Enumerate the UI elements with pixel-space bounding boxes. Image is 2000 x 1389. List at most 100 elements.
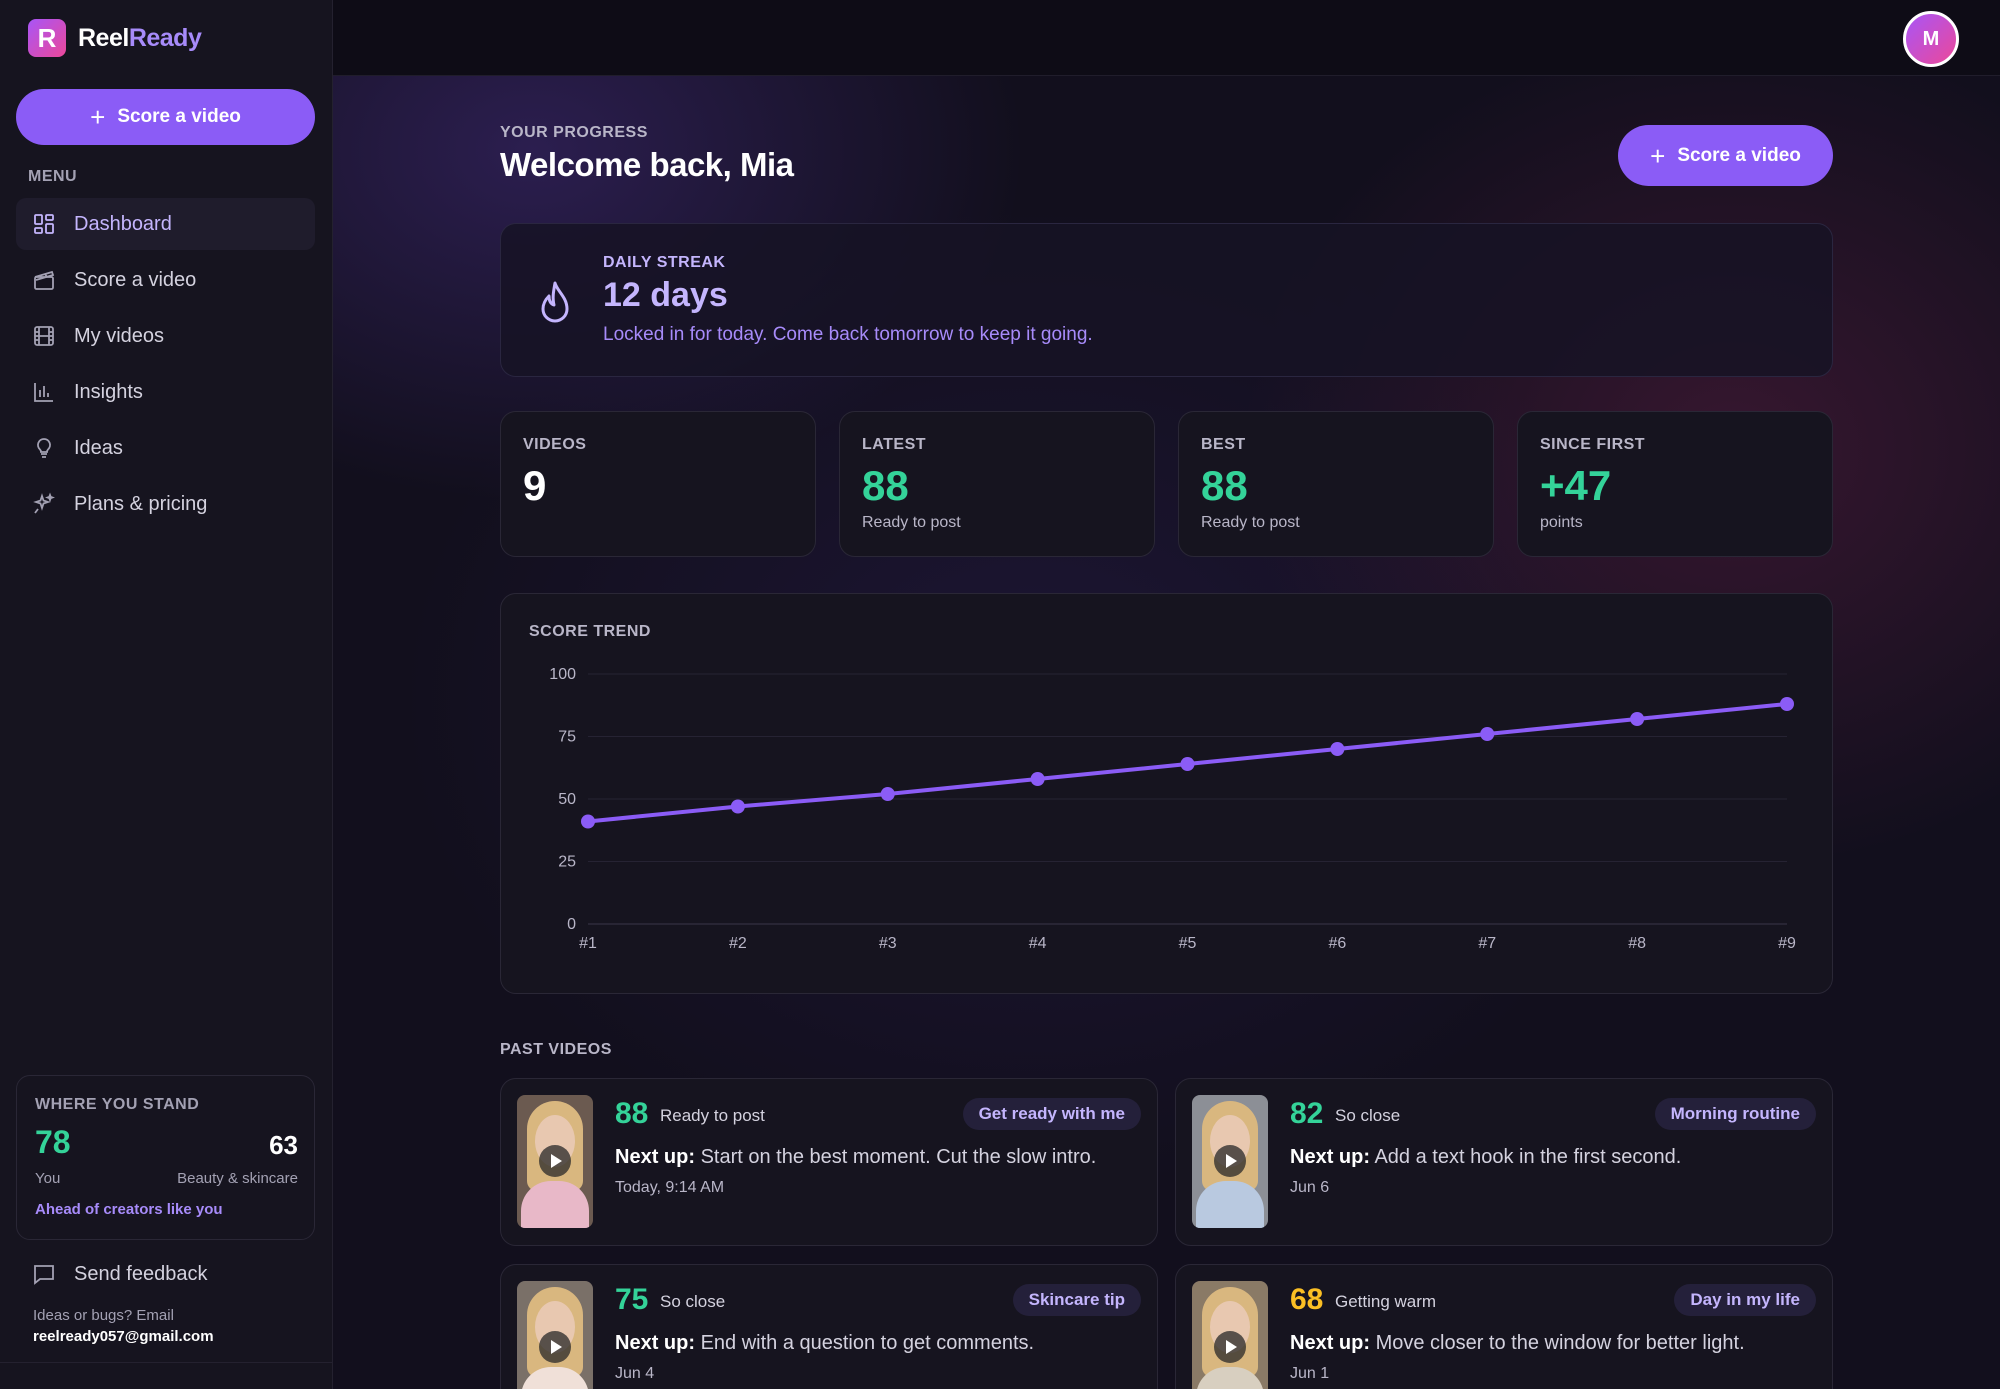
sidebar-score-video-button[interactable]: + Score a video	[16, 89, 315, 145]
sparkles-icon	[32, 492, 56, 516]
video-status: Ready to post	[660, 1106, 765, 1125]
stat-card-since-first: SINCE FIRST +47 points	[1517, 411, 1833, 557]
sidebar-item-plans-pricing[interactable]: Plans & pricing	[16, 478, 315, 530]
next-up-label: Next up:	[615, 1332, 695, 1354]
sidebar-item-label: Dashboard	[74, 212, 172, 235]
x-tick-label: #1	[579, 935, 597, 952]
video-score: 82	[1290, 1097, 1324, 1130]
where-you-stand-card: WHERE YOU STAND 78 You 63 Beauty & skinc…	[16, 1075, 315, 1240]
thumbnail-shirt	[1196, 1367, 1264, 1389]
streak-value: 12 days	[603, 276, 728, 314]
brand-logo[interactable]: R ReelReady	[28, 19, 202, 57]
thumbnail-shirt	[521, 1181, 589, 1228]
sidebar-item-insights[interactable]: Insights	[16, 366, 315, 418]
sidebar-item-dashboard[interactable]: Dashboard	[16, 198, 315, 250]
page-eyebrow: YOUR PROGRESS	[500, 124, 648, 141]
main-content: M YOUR PROGRESS Welcome back, Mia + Scor…	[333, 0, 2000, 1389]
play-icon[interactable]	[539, 1145, 571, 1177]
y-tick-label: 50	[558, 791, 576, 808]
data-point	[730, 799, 745, 814]
score-video-button[interactable]: + Score a video	[1618, 125, 1833, 186]
stat-card-videos: VIDEOS 9	[500, 411, 816, 557]
sidebar-item-my-videos[interactable]: My videos	[16, 310, 315, 362]
streak-message: Locked in for today. Come back tomorrow …	[603, 324, 1093, 345]
user-avatar[interactable]: M	[1903, 11, 1959, 67]
chart-title: SCORE TREND	[529, 623, 651, 640]
video-card[interactable]: 68 Getting warm Day in my life Next up: …	[1175, 1264, 1833, 1389]
video-tag: Skincare tip	[1012, 1284, 1141, 1316]
video-score: 88	[615, 1097, 649, 1130]
daily-streak-card: DAILY STREAK 12 days Locked in for today…	[500, 223, 1833, 377]
stat-value: 88	[1201, 462, 1248, 509]
score-trend-chart: 0 25 50 75 100 #1 #2 #3 #4 #5 #6 #7 #8 #9	[549, 666, 1796, 952]
video-thumbnail[interactable]	[517, 1095, 593, 1228]
score-trend-card: SCORE TREND 0 25 50 75 100 #1 #2 #3 #4 #5 #6 #7 #8 #9	[500, 593, 1833, 994]
sidebar: R ReelReady + Score a video MENU Dashboa…	[0, 0, 333, 1389]
video-thumbnail[interactable]	[1192, 1095, 1268, 1228]
score-video-label: Score a video	[1677, 144, 1801, 166]
flame-icon	[541, 281, 569, 323]
y-tick-label: 75	[558, 729, 576, 746]
play-icon[interactable]	[1214, 1331, 1246, 1363]
data-point	[880, 787, 895, 801]
video-tag: Get ready with me	[962, 1098, 1141, 1130]
next-up-text: End with a question to get comments.	[700, 1332, 1035, 1354]
you-score: 78	[35, 1124, 71, 1160]
play-icon[interactable]	[1214, 1145, 1246, 1177]
video-status: So close	[1335, 1106, 1401, 1125]
play-icon[interactable]	[539, 1331, 571, 1363]
standing-note: Ahead of creators like you	[35, 1201, 223, 1218]
bar-chart-icon	[32, 380, 56, 404]
video-date: Today, 9:14 AM	[615, 1179, 725, 1196]
x-tick-label: #9	[1778, 935, 1796, 952]
lightbulb-icon	[32, 436, 56, 460]
grid-icon	[32, 212, 56, 236]
data-point	[1780, 697, 1794, 711]
next-up-label: Next up:	[1290, 1146, 1370, 1168]
next-up-text: Add a text hook in the first second.	[1374, 1146, 1682, 1168]
feedback-email-link[interactable]: reelready057@gmail.com	[33, 1328, 214, 1345]
stat-value: +47	[1540, 462, 1612, 509]
video-next-up: Next up: Move closer to the window for b…	[1290, 1332, 1745, 1355]
stat-card-latest: LATEST 88 Ready to post	[839, 411, 1155, 557]
sidebar-item-label: Plans & pricing	[74, 492, 208, 515]
x-tick-label: #2	[729, 935, 747, 952]
sidebar-item-score-video[interactable]: Score a video	[16, 254, 315, 306]
video-score: 68	[1290, 1283, 1324, 1316]
send-feedback-label: Send feedback	[74, 1262, 208, 1285]
video-next-up: Next up: Add a text hook in the first se…	[1290, 1146, 1681, 1169]
streak-label: DAILY STREAK	[603, 254, 726, 271]
x-tick-label: #6	[1328, 935, 1346, 952]
y-tick-label: 25	[558, 854, 576, 871]
send-feedback-button[interactable]: Send feedback	[32, 1262, 207, 1286]
x-tick-label: #5	[1179, 935, 1197, 952]
data-point	[1330, 742, 1345, 756]
stat-sub: Ready to post	[862, 514, 961, 531]
data-point	[1480, 727, 1495, 741]
sidebar-item-ideas[interactable]: Ideas	[16, 422, 315, 474]
x-tick-label: #7	[1478, 935, 1496, 952]
thumbnail-shirt	[1196, 1181, 1264, 1228]
data-point	[1030, 772, 1045, 786]
stat-sub: Ready to post	[1201, 514, 1300, 531]
video-thumbnail[interactable]	[1192, 1281, 1268, 1389]
next-up-label: Next up:	[1290, 1332, 1370, 1354]
past-videos-heading: PAST VIDEOS	[500, 1041, 612, 1058]
page-title: Welcome back, Mia	[500, 146, 794, 183]
feedback-note: Ideas or bugs? Email	[33, 1307, 174, 1324]
video-thumbnail[interactable]	[517, 1281, 593, 1389]
stat-label: LATEST	[862, 436, 927, 453]
data-point	[581, 814, 595, 829]
x-tick-label: #4	[1029, 935, 1047, 952]
video-status: So close	[660, 1292, 726, 1311]
video-card[interactable]: 75 So close Skincare tip Next up: End wi…	[500, 1264, 1158, 1389]
y-tick-label: 0	[567, 916, 576, 933]
sidebar-item-label: Score a video	[74, 268, 197, 291]
category-label: Beauty & skincare	[177, 1170, 298, 1187]
brand-name-part2: Ready	[128, 23, 202, 52]
video-card[interactable]: 88 Ready to post Get ready with me Next …	[500, 1078, 1158, 1246]
next-up-label: Next up:	[615, 1146, 695, 1168]
data-point	[1180, 757, 1195, 771]
video-card[interactable]: 82 So close Morning routine Next up: Add…	[1175, 1078, 1833, 1246]
stat-card-best: BEST 88 Ready to post	[1178, 411, 1494, 557]
